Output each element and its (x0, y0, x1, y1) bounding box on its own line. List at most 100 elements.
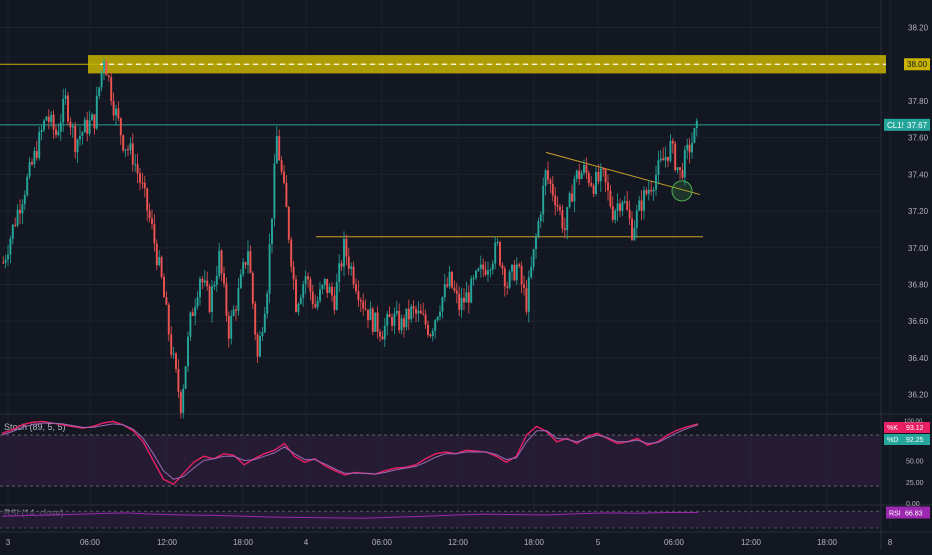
candle-body[interactable] (115, 108, 117, 116)
candle-body[interactable] (614, 210, 617, 220)
candle-body[interactable] (487, 270, 489, 275)
candle-body[interactable] (19, 209, 21, 214)
candle-body[interactable] (695, 120, 698, 129)
candle-body[interactable] (261, 332, 264, 337)
candle-body[interactable] (650, 189, 653, 192)
candle-body[interactable] (623, 201, 626, 203)
candle-body[interactable] (470, 278, 473, 303)
candle-body[interactable] (451, 271, 453, 288)
candle-body[interactable] (124, 149, 127, 151)
candle-body[interactable] (242, 262, 245, 275)
candle-body[interactable] (467, 292, 470, 303)
candle-body[interactable] (400, 318, 403, 331)
candle-body[interactable] (182, 388, 185, 413)
candle-body[interactable] (95, 95, 98, 129)
candle-body[interactable] (69, 121, 72, 128)
candle-body[interactable] (62, 98, 65, 123)
candle-body[interactable] (163, 276, 165, 298)
candle-body[interactable] (16, 209, 19, 226)
candle-body[interactable] (148, 210, 151, 219)
candle-body[interactable] (446, 284, 449, 287)
candle-body[interactable] (410, 306, 413, 320)
candle-body[interactable] (379, 331, 381, 337)
candle-body[interactable] (494, 242, 497, 264)
candle-body[interactable] (28, 162, 31, 177)
candle-body[interactable] (220, 250, 223, 274)
candle-body[interactable] (357, 291, 360, 301)
candle-body[interactable] (9, 238, 12, 255)
candle-body[interactable] (285, 182, 288, 208)
candle-body[interactable] (571, 193, 573, 202)
candle-body[interactable] (11, 224, 14, 239)
candle-body[interactable] (331, 286, 333, 296)
candle-body[interactable] (398, 310, 401, 331)
candle-body[interactable] (539, 214, 542, 222)
candle-body[interactable] (215, 275, 218, 285)
candle-body[interactable] (693, 128, 696, 143)
candle-body[interactable] (662, 158, 665, 161)
candle-body[interactable] (237, 288, 240, 311)
candle-body[interactable] (311, 291, 314, 305)
candle-body[interactable] (374, 312, 377, 332)
candle-body[interactable] (225, 283, 228, 316)
candle-body[interactable] (295, 279, 297, 312)
candle-body[interactable] (424, 314, 427, 325)
candle-body[interactable] (304, 276, 307, 285)
stoch-pane[interactable]: Stoch (89, 5, 5) 75.0050.0025.000.00%K93… (0, 419, 930, 508)
candle-body[interactable] (218, 250, 221, 276)
candle-body[interactable] (112, 100, 115, 116)
candle-body[interactable] (585, 164, 588, 173)
candle-body[interactable] (21, 204, 24, 214)
candle-body[interactable] (503, 268, 506, 287)
candle-body[interactable] (292, 266, 295, 280)
candle-body[interactable] (335, 281, 338, 310)
candle-body[interactable] (47, 116, 50, 123)
price-axis[interactable]: 38.20 37.80 37.60 37.40 37.20 37.00 36.80 36.60… (908, 24, 929, 400)
candle-body[interactable] (453, 287, 456, 291)
candle-body[interactable] (321, 284, 324, 290)
candle-body[interactable] (407, 308, 410, 320)
candle-body[interactable] (491, 263, 494, 270)
candle-body[interactable] (575, 170, 578, 179)
candle-body[interactable] (290, 239, 293, 267)
candle-body[interactable] (170, 334, 173, 355)
candle-body[interactable] (119, 118, 122, 136)
candle-body[interactable] (359, 300, 362, 302)
candle-body[interactable] (86, 119, 89, 134)
candle-body[interactable] (213, 284, 216, 287)
candle-body[interactable] (422, 313, 425, 315)
candle-body[interactable] (604, 168, 607, 183)
candle-body[interactable] (595, 172, 597, 194)
candle-body[interactable] (458, 293, 461, 310)
candle-body[interactable] (165, 297, 168, 305)
candle-body[interactable] (175, 353, 177, 370)
candle-body[interactable] (436, 316, 439, 321)
candle-body[interactable] (263, 313, 266, 333)
candle-body[interactable] (271, 218, 273, 245)
candle-body[interactable] (535, 236, 537, 250)
candle-body[interactable] (287, 207, 290, 240)
candle-body[interactable] (199, 278, 201, 298)
candle-body[interactable] (479, 264, 482, 269)
candle-body[interactable] (211, 286, 213, 312)
candle-body[interactable] (194, 306, 197, 316)
candle-body[interactable] (527, 277, 530, 312)
candle-body[interactable] (561, 210, 564, 229)
candle-body[interactable] (275, 136, 278, 164)
candle-body[interactable] (566, 207, 569, 231)
candle-body[interactable] (395, 310, 398, 314)
candle-body[interactable] (35, 150, 38, 158)
candle-body[interactable] (323, 278, 326, 285)
candle-body[interactable] (381, 336, 384, 340)
candle-body[interactable] (206, 280, 209, 287)
candle-body[interactable] (297, 303, 300, 312)
candle-body[interactable] (184, 366, 187, 389)
candle-body[interactable] (362, 301, 365, 309)
candle-body[interactable] (580, 172, 583, 180)
candle-body[interactable] (105, 61, 108, 76)
candle-body[interactable] (179, 391, 182, 413)
candle-body[interactable] (544, 170, 547, 186)
candle-body[interactable] (496, 241, 499, 243)
candle-body[interactable] (520, 266, 523, 285)
